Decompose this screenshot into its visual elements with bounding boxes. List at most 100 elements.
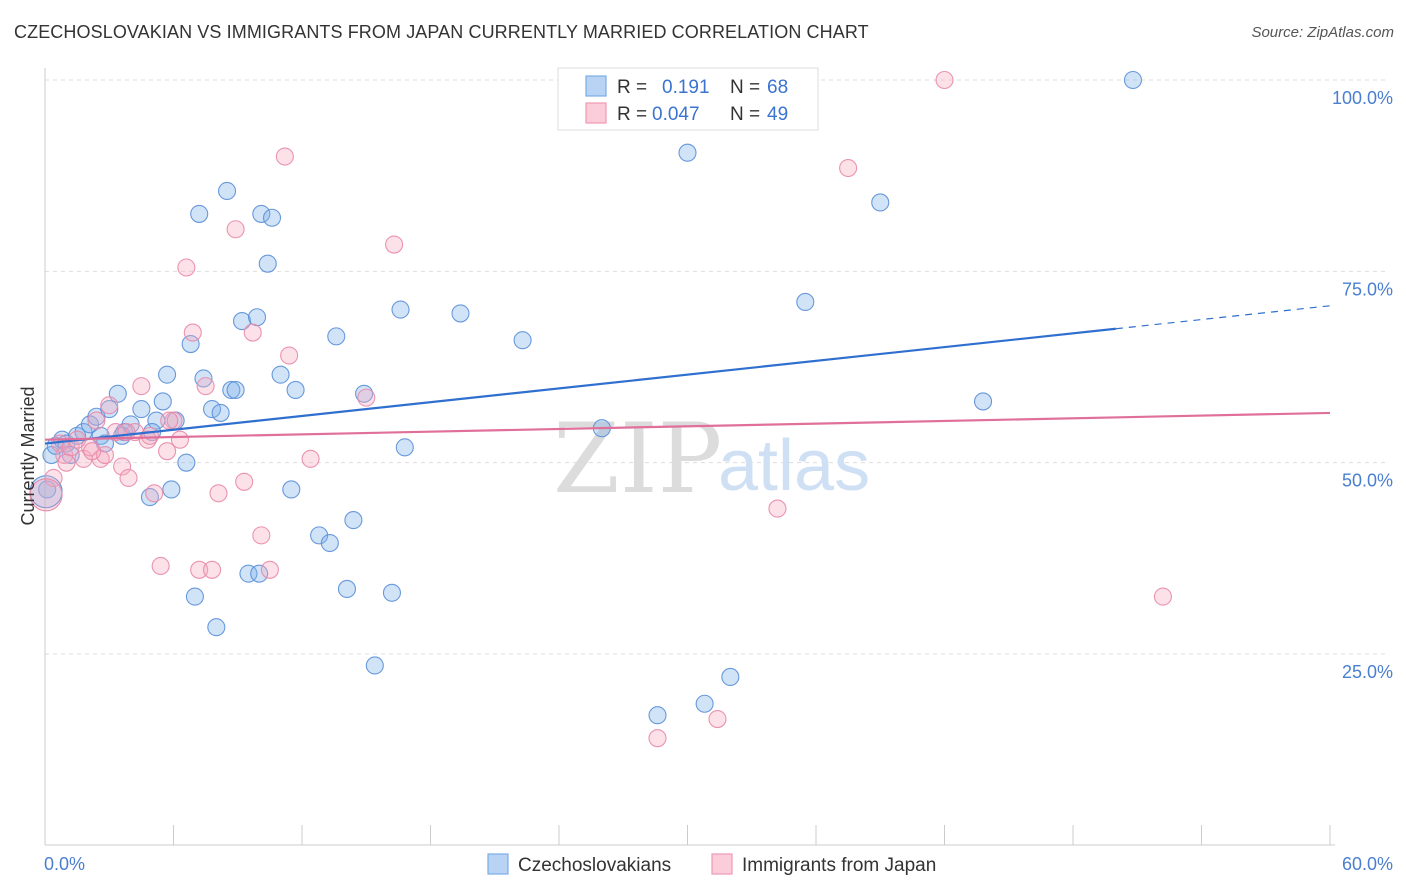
- watermark-atlas: atlas: [718, 426, 870, 506]
- point-japan: [132, 377, 151, 396]
- legend-r-label-1: R =: [617, 77, 647, 98]
- point-czechoslovakians: [320, 533, 339, 553]
- point-czechoslovakians: [258, 254, 277, 273]
- x-tick-label: 0.0%: [44, 854, 85, 874]
- point-czechoslovakians: [1123, 70, 1143, 90]
- point-czechoslovakians: [203, 400, 222, 419]
- trend-line-czechoslovakians: [44, 327, 1116, 445]
- trend-line-japan: [44, 411, 1331, 441]
- point-czechoslovakians: [871, 193, 890, 212]
- legend-swatch-czechoslovakians: [585, 75, 607, 97]
- y-tick-label: 100.0%: [1332, 88, 1393, 108]
- point-large-japan: [29, 478, 63, 512]
- point-czechoslovakians: [271, 365, 290, 384]
- point-japan: [145, 484, 164, 503]
- point-japan: [113, 457, 132, 476]
- point-japan: [1153, 587, 1172, 606]
- point-czechoslovakians: [391, 300, 410, 319]
- point-japan: [55, 445, 74, 465]
- point-japan: [839, 158, 858, 178]
- point-czechoslovakians: [100, 400, 119, 419]
- point-czechoslovakians: [158, 365, 177, 384]
- point-czechoslovakians: [190, 204, 209, 223]
- point-japan: [57, 453, 76, 472]
- point-czechoslovakians: [721, 667, 740, 687]
- point-czechoslovakians: [211, 403, 230, 422]
- point-czechoslovakians: [648, 706, 667, 725]
- point-czechoslovakians: [513, 331, 532, 350]
- point-japan: [260, 560, 279, 579]
- series-legend: Czechoslovakians Immigrants from Japan: [487, 853, 936, 876]
- legend-swatch-japan: [585, 102, 607, 124]
- point-czechoslovakians: [973, 392, 993, 411]
- point-czechoslovakians: [207, 618, 226, 637]
- point-czechoslovakians: [194, 369, 213, 388]
- point-czechoslovakians: [247, 308, 267, 327]
- point-japan: [170, 430, 189, 449]
- point-czechoslovakians: [282, 480, 301, 499]
- point-czechoslovakians: [38, 480, 57, 499]
- legend-n-value-1: 68: [767, 77, 788, 98]
- legend-n-value-2: 49: [767, 104, 788, 125]
- point-czechoslovakians: [451, 304, 470, 323]
- point-japan: [252, 526, 271, 545]
- point-japan: [243, 323, 262, 342]
- trend-layer: [44, 305, 1331, 445]
- x-tick-label: 60.0%: [1342, 854, 1393, 874]
- point-czechoslovakians: [796, 292, 815, 311]
- point-japan: [357, 388, 376, 407]
- tick-labels: 25.0% 50.0% 75.0% 100.0% 0.0% 60.0%: [44, 88, 1393, 874]
- series-legend-label-czechoslovakians: Czechoslovakians: [518, 855, 671, 876]
- point-japan: [140, 426, 159, 445]
- point-japan: [209, 484, 228, 503]
- watermark: ZIP atlas: [553, 403, 870, 515]
- point-japan: [190, 560, 209, 579]
- point-japan: [183, 323, 202, 342]
- point-czechoslovakians: [678, 143, 697, 162]
- point-czechoslovakians: [239, 564, 258, 583]
- point-czechoslovakians: [344, 511, 363, 530]
- y-axis-label: Currently Married: [18, 386, 38, 525]
- point-japan: [100, 396, 119, 415]
- points-layer: [29, 70, 1172, 748]
- point-czechoslovakians: [262, 208, 282, 227]
- point-japan: [160, 411, 179, 430]
- point-czechoslovakians: [310, 526, 329, 545]
- point-japan: [177, 258, 196, 277]
- legend-r-value-2: 0.047: [652, 104, 700, 125]
- point-japan: [385, 235, 404, 254]
- point-japan: [935, 70, 954, 90]
- point-japan: [196, 377, 215, 396]
- point-japan: [87, 411, 106, 430]
- point-japan: [44, 468, 63, 488]
- y-tick-label: 25.0%: [1342, 662, 1393, 682]
- point-czechoslovakians: [132, 400, 151, 419]
- point-japan: [275, 147, 294, 166]
- axes-layer: [44, 68, 1335, 846]
- source-credit: Source: ZipAtlas.com: [1251, 24, 1394, 41]
- point-czechoslovakians: [217, 181, 237, 201]
- point-czechoslovakians: [232, 312, 252, 331]
- point-japan: [235, 472, 254, 491]
- point-czechoslovakians: [695, 694, 714, 713]
- point-czechoslovakians: [252, 204, 271, 223]
- point-czechoslovakians: [226, 380, 245, 400]
- point-japan: [83, 442, 102, 461]
- point-czechoslovakians: [337, 579, 357, 598]
- chart-title: CZECHOSLOVAKIAN VS IMMIGRANTS FROM JAPAN…: [14, 22, 869, 42]
- point-japan: [226, 220, 245, 239]
- point-japan: [203, 560, 222, 579]
- point-czechoslovakians: [222, 380, 241, 400]
- y-tick-label: 50.0%: [1342, 471, 1393, 491]
- point-czechoslovakians: [185, 587, 204, 606]
- legend-n-label-2: N =: [730, 104, 760, 125]
- point-czechoslovakians: [395, 438, 414, 457]
- series-legend-label-japan: Immigrants from Japan: [742, 855, 936, 876]
- legend-r-label-2: R =: [617, 104, 647, 125]
- point-czechoslovakians: [286, 380, 305, 400]
- trend-line-extension-czechoslovakians: [1115, 305, 1331, 330]
- y-tick-label: 75.0%: [1342, 279, 1393, 299]
- series-legend-swatch-czechoslovakians: [487, 853, 509, 875]
- point-czechoslovakians: [177, 453, 196, 472]
